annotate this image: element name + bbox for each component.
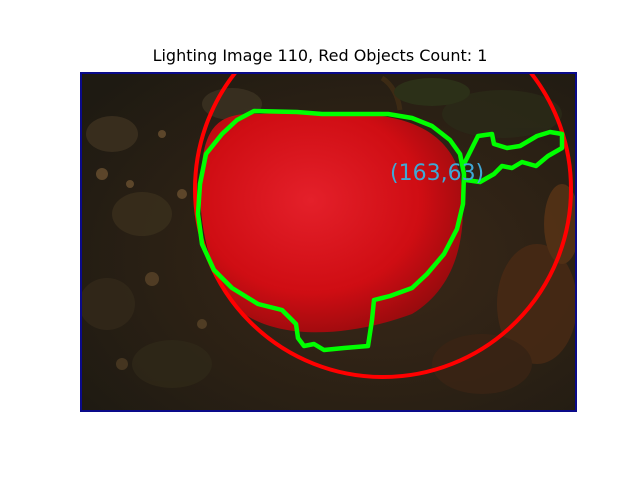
stem <box>380 75 403 111</box>
red-object <box>200 112 463 333</box>
leaf <box>394 78 470 106</box>
image-panel: (163,63) <box>80 72 577 412</box>
figure-title: Lighting Image 110, Red Objects Count: 1 <box>152 46 488 65</box>
centroid-label: (163,63) <box>390 161 484 186</box>
object-contour <box>195 108 565 353</box>
foliage-texture <box>82 88 575 394</box>
annotated-photo: (163,63) <box>82 74 575 410</box>
enclosing-circle <box>193 74 573 379</box>
